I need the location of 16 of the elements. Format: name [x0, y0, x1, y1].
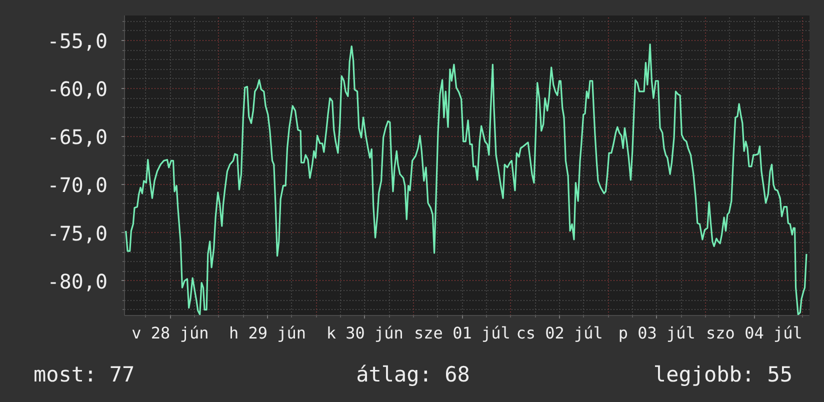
y-tick-label: -65,0 — [47, 125, 108, 150]
x-tick-label: k 30 jún — [326, 324, 404, 342]
y-tick-label: -75,0 — [47, 221, 108, 246]
x-tick-label: h 29 jún — [229, 324, 306, 342]
text: most: 77 — [34, 362, 135, 386]
text: legjobb: 55 — [653, 362, 793, 386]
y-tick-label: -80,0 — [47, 269, 108, 294]
x-tick-label: p 03 júl — [618, 324, 696, 342]
x-tick-label: szo 04 júl — [706, 324, 802, 342]
x-tick-label: cs 02 júl — [516, 324, 603, 342]
y-tick-label: -60,0 — [47, 77, 108, 102]
y-tick-label: -55,0 — [47, 29, 108, 53]
x-tick-label: v 28 jún — [132, 324, 209, 342]
y-tick-label: -70,0 — [47, 173, 108, 198]
text: átlag: 68 — [356, 362, 470, 386]
x-tick-label: sze 01 júl — [414, 324, 510, 342]
